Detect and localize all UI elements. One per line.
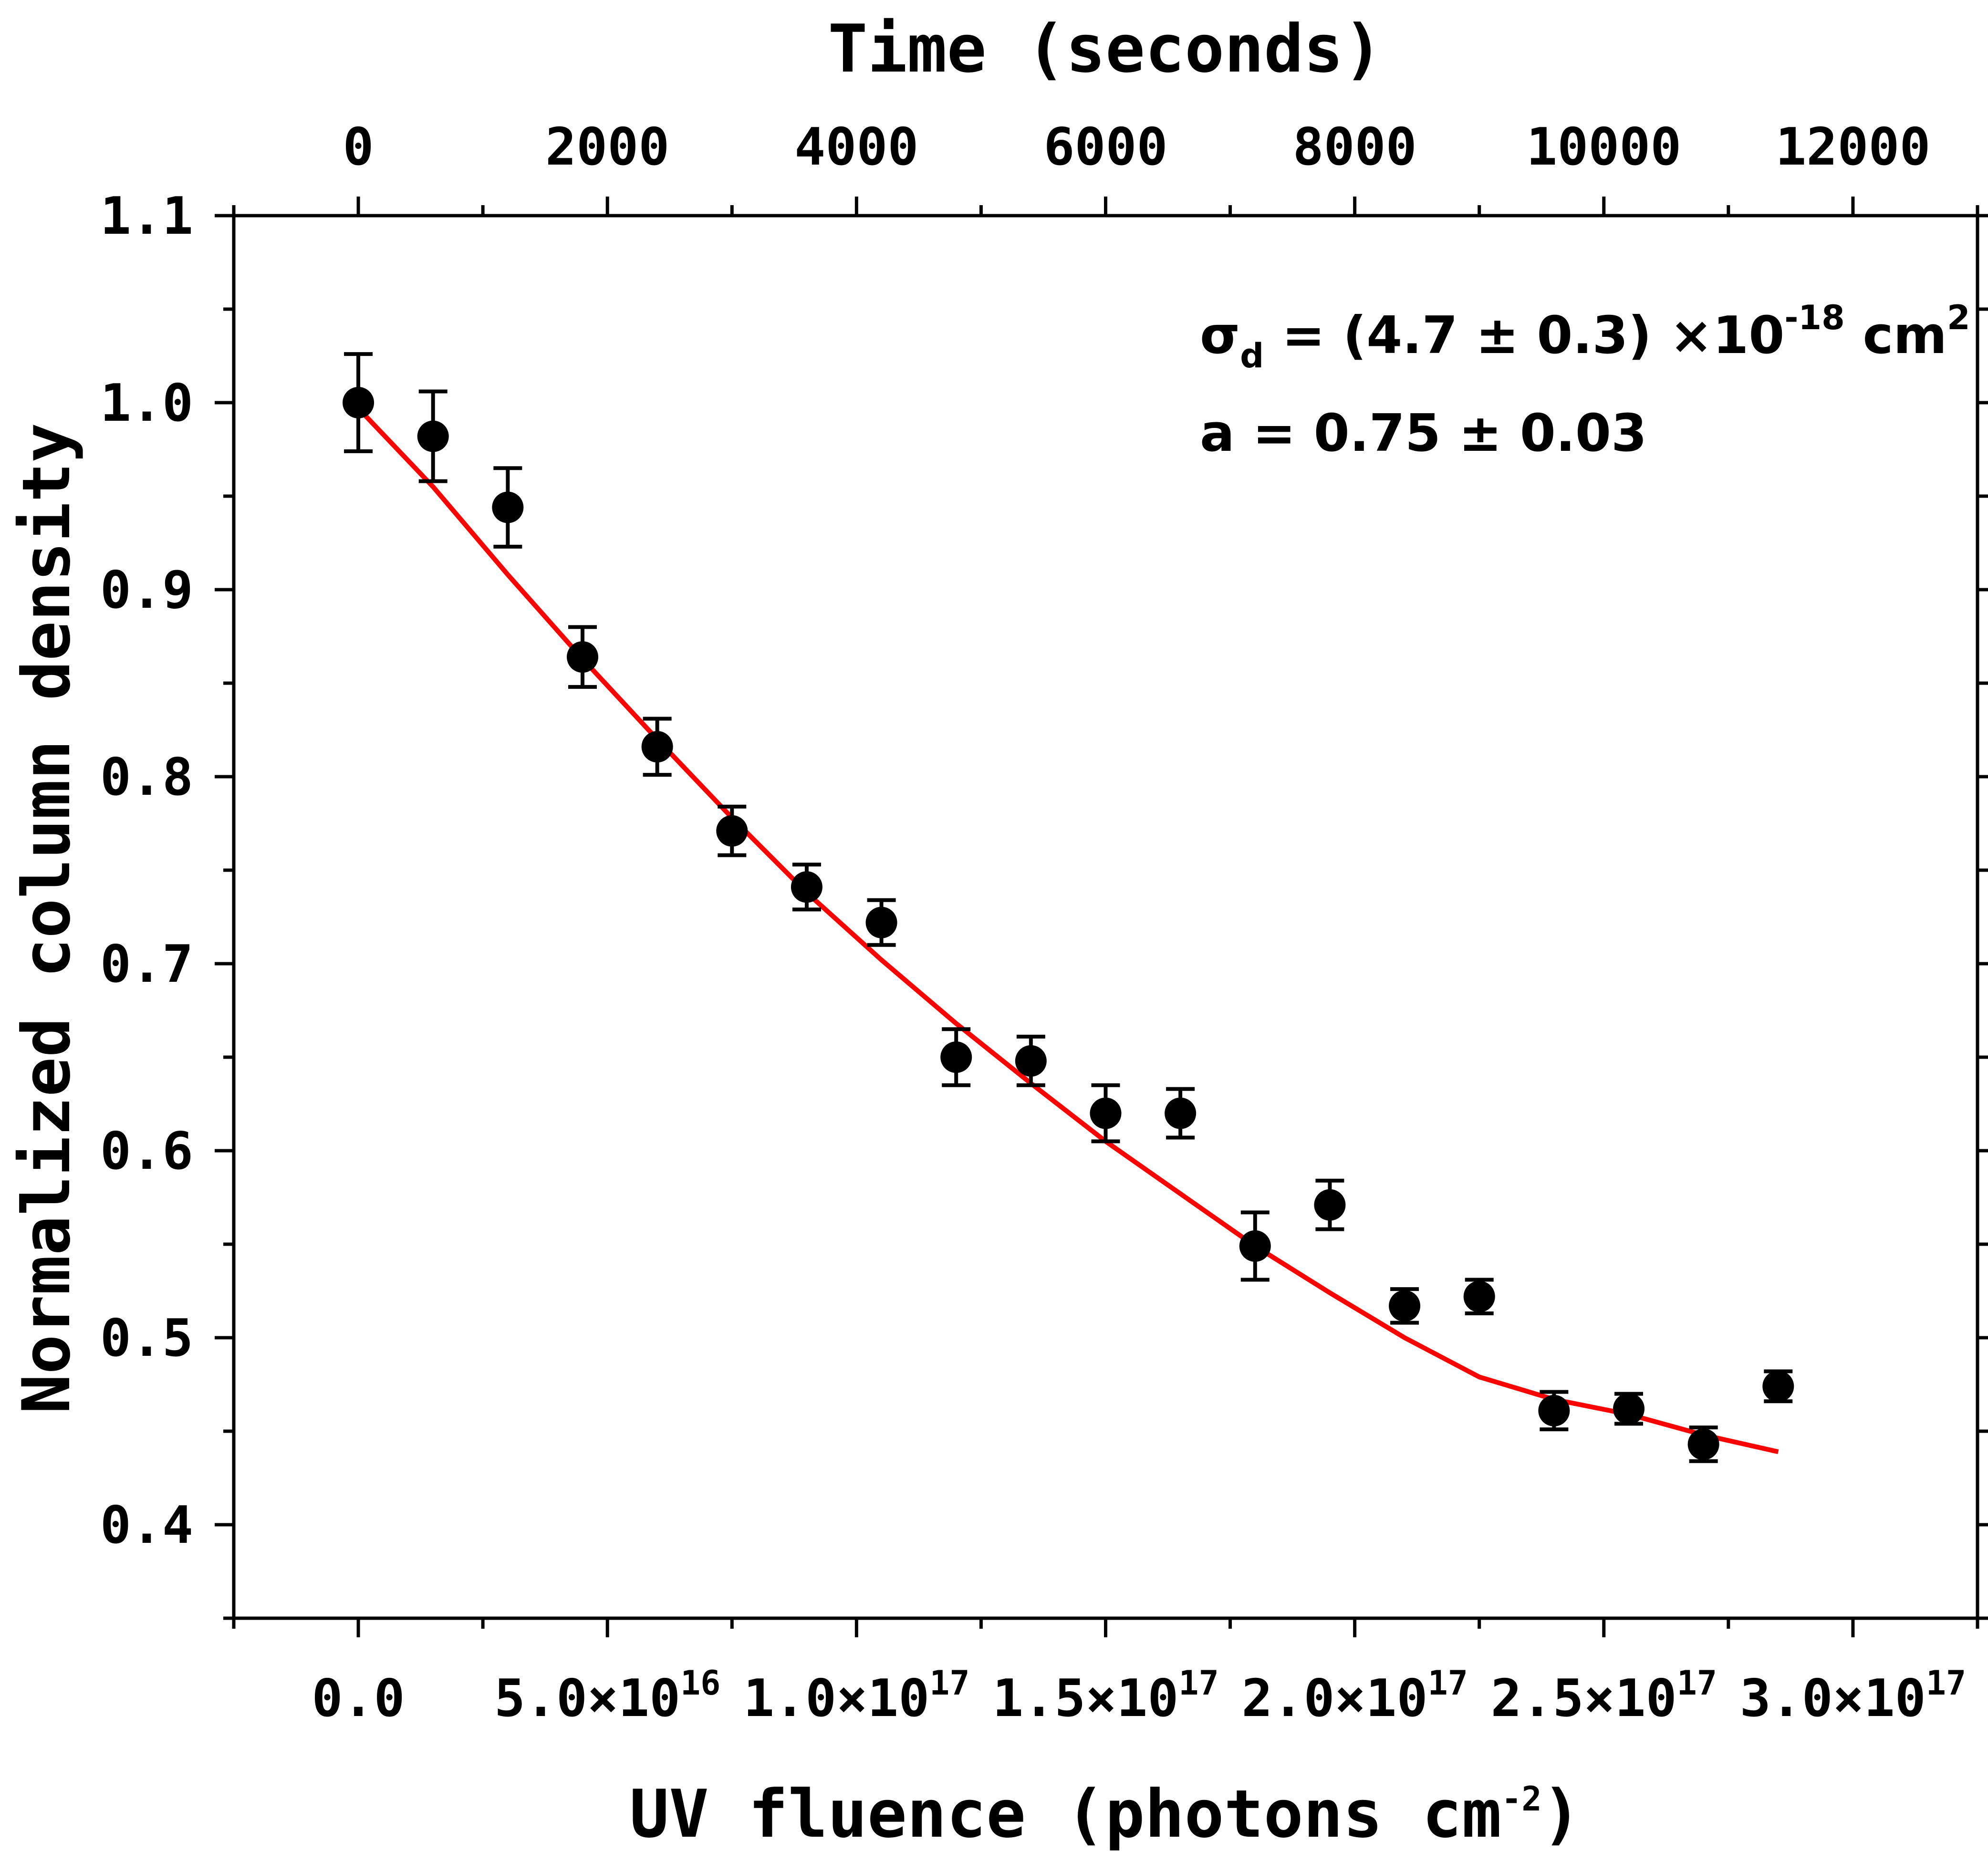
x-tick-label-0: 0.0 (312, 1669, 405, 1728)
x-tick-label-exp-2: 17 (929, 1664, 969, 1703)
data-point-4 (641, 731, 673, 763)
x-axis-title-sup: -2 (1501, 1779, 1541, 1819)
y-tick-label-5: 0.9 (100, 561, 193, 620)
annotation-sigma-exp: -18 (1784, 298, 1844, 337)
data-point-8 (940, 1041, 972, 1073)
data-point-5 (716, 815, 748, 847)
x-tick-label-exp-1: 16 (680, 1664, 720, 1703)
x-tick-label-base-1: 5.0×10 (494, 1669, 680, 1728)
y-tick-label-0: 0.4 (100, 1496, 193, 1555)
x-tick-label-6: 3.0×1017 (1740, 1664, 1966, 1728)
x2-tick-label-5: 10000 (1526, 117, 1681, 177)
x-tick-label-base-0: 0.0 (312, 1669, 405, 1728)
data-point-7 (865, 906, 897, 938)
data-point-0 (343, 387, 375, 418)
annotation-sigma-sub: d (1240, 336, 1264, 375)
x-tick-label-2: 1.0×1017 (743, 1664, 969, 1728)
data-point-16 (1538, 1394, 1570, 1426)
x-tick-label-exp-3: 17 (1178, 1664, 1218, 1703)
data-point-2 (492, 491, 524, 523)
y-tick-label-6: 1.0 (100, 374, 193, 433)
x2-tick-label-0: 0 (343, 117, 374, 177)
annotation-sigma-unit-exp: 2 (1947, 298, 1970, 337)
tick-labels: 0.0 5.0×1016 1.0×1017 1.5×1017 2.0×1017 2.5×1… (100, 117, 1966, 1728)
plot-frame (232, 214, 1979, 1620)
x-tick-label-exp-5: 17 (1677, 1664, 1717, 1703)
data-point-17 (1613, 1393, 1645, 1425)
x-tick-label-base-2: 1.0×10 (743, 1669, 929, 1728)
x-tick-label-4: 2.0×1017 (1241, 1664, 1468, 1728)
data-point-18 (1687, 1428, 1719, 1460)
annotation-sigma-symbol: σ (1200, 306, 1240, 365)
x-axis-title: UV fluence (photons cm-2) (629, 1776, 1581, 1852)
x2-tick-label-2: 4000 (794, 117, 918, 177)
annotation-sigma-value: = (4.7 ± 0.3) ×10 (1264, 306, 1784, 365)
x-tick-label-exp-6: 17 (1926, 1664, 1966, 1703)
annotation-sigma: σd = (4.7 ± 0.3) ×10-18 cm2 (1200, 298, 1970, 375)
x2-tick-label-1: 2000 (545, 117, 669, 177)
x-tick-label-5: 2.5×1017 (1491, 1664, 1717, 1728)
y-tick-label-3: 0.7 (100, 935, 193, 994)
y-tick-label-7: 1.1 (100, 187, 193, 246)
data-point-6 (791, 871, 822, 903)
data-point-9 (1015, 1045, 1047, 1077)
data-point-10 (1090, 1097, 1122, 1129)
x-tick-label-base-5: 2.5×10 (1491, 1669, 1677, 1728)
data-point-3 (567, 641, 598, 673)
x2-axis-title: Time (seconds) (828, 10, 1383, 87)
x-tick-label-base-3: 1.5×10 (992, 1669, 1178, 1728)
data-point-12 (1239, 1230, 1271, 1262)
fit-line (356, 406, 1779, 1454)
y-tick-label-4: 0.8 (100, 748, 193, 807)
data-point-1 (417, 420, 449, 452)
x-tick-label-exp-4: 17 (1428, 1664, 1468, 1703)
x-tick-label-1: 5.0×1016 (494, 1664, 720, 1728)
data-point-11 (1165, 1097, 1197, 1129)
data-point-13 (1314, 1189, 1346, 1221)
y-tick-label-1: 0.5 (100, 1309, 193, 1368)
fit-curve (356, 406, 1779, 1454)
x2-tick-label-6: 12000 (1775, 117, 1930, 177)
data-point-15 (1463, 1280, 1495, 1312)
x2-tick-label-4: 8000 (1293, 117, 1417, 177)
annotation-sigma-unit: cm (1845, 306, 1947, 365)
x-axis-title-end: ) (1542, 1776, 1582, 1852)
x-tick-label-base-4: 2.0×10 (1241, 1669, 1427, 1728)
data-point-14 (1389, 1290, 1421, 1322)
x-tick-label-3: 1.5×1017 (992, 1664, 1218, 1728)
ticks (215, 197, 1988, 1637)
data-point-19 (1762, 1370, 1794, 1402)
x-axis-title-main: UV fluence (photons cm (629, 1776, 1501, 1852)
data-points (343, 352, 1794, 1463)
x2-tick-label-3: 6000 (1043, 117, 1167, 177)
y-axis-title: Normalized column density (8, 423, 85, 1414)
annotation-a: a = 0.75 ± 0.03 (1200, 404, 1647, 463)
y-tick-label-2: 0.6 (100, 1122, 193, 1181)
x-tick-label-base-6: 3.0×10 (1740, 1669, 1926, 1728)
